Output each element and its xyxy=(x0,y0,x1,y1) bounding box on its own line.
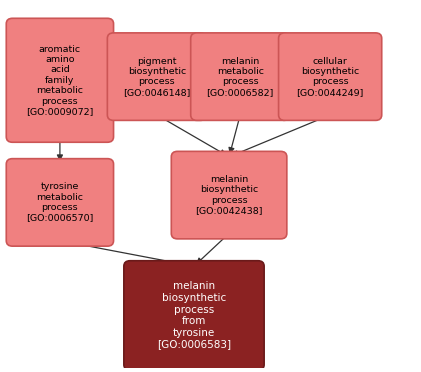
FancyBboxPatch shape xyxy=(6,18,114,142)
FancyBboxPatch shape xyxy=(171,151,287,239)
Text: aromatic
amino
acid
family
metabolic
process
[GO:0009072]: aromatic amino acid family metabolic pro… xyxy=(26,45,93,116)
FancyBboxPatch shape xyxy=(107,33,206,121)
Text: melanin
metabolic
process
[GO:0006582]: melanin metabolic process [GO:0006582] xyxy=(207,57,274,97)
Text: pigment
biosynthetic
process
[GO:0046148]: pigment biosynthetic process [GO:0046148… xyxy=(123,57,191,97)
Text: cellular
biosynthetic
process
[GO:0044249]: cellular biosynthetic process [GO:004424… xyxy=(296,57,364,97)
FancyBboxPatch shape xyxy=(6,159,114,246)
Text: tyrosine
metabolic
process
[GO:0006570]: tyrosine metabolic process [GO:0006570] xyxy=(26,182,93,222)
Text: melanin
biosynthetic
process
from
tyrosine
[GO:0006583]: melanin biosynthetic process from tyrosi… xyxy=(157,282,231,349)
Text: melanin
biosynthetic
process
[GO:0042438]: melanin biosynthetic process [GO:0042438… xyxy=(195,175,263,215)
FancyBboxPatch shape xyxy=(124,261,264,370)
FancyBboxPatch shape xyxy=(191,33,290,121)
FancyBboxPatch shape xyxy=(279,33,382,121)
